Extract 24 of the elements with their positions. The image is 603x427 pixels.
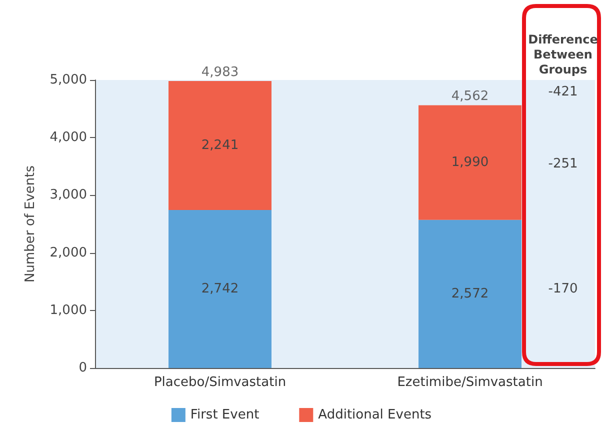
annotation: -421 (548, 84, 578, 100)
annotation: -170 (548, 282, 578, 296)
y-tick-label: 4,000 (50, 130, 87, 146)
y-tick-label: 1,000 (50, 302, 87, 318)
legend-label: First Event (190, 408, 260, 422)
data-label: 2,742 (201, 282, 239, 297)
x-tick-label: Ezetimibe/Simvastatin (397, 375, 543, 390)
y-tick-label: 5,000 (50, 72, 87, 88)
data-label: 1,990 (451, 155, 489, 170)
legend-label: Additional Events (318, 408, 432, 422)
bar (168, 210, 272, 368)
x-tick-label: Placebo/Simvastatin (154, 375, 286, 390)
data-label: 2,241 (201, 138, 239, 154)
y-tick-label: 2,000 (50, 245, 87, 260)
total-label: 4,983 (201, 64, 239, 80)
text: Difference Between Groups (528, 32, 598, 76)
bar (418, 105, 522, 220)
y-tick-label: 0 (78, 360, 87, 376)
annotation: -251 (548, 156, 578, 172)
data-label: 2,572 (451, 286, 489, 302)
y-axis-title: Number of Events (23, 165, 38, 283)
y-tick-label: 3,000 (50, 188, 87, 203)
bar (168, 80, 272, 210)
total-label: 4,562 (451, 89, 489, 104)
